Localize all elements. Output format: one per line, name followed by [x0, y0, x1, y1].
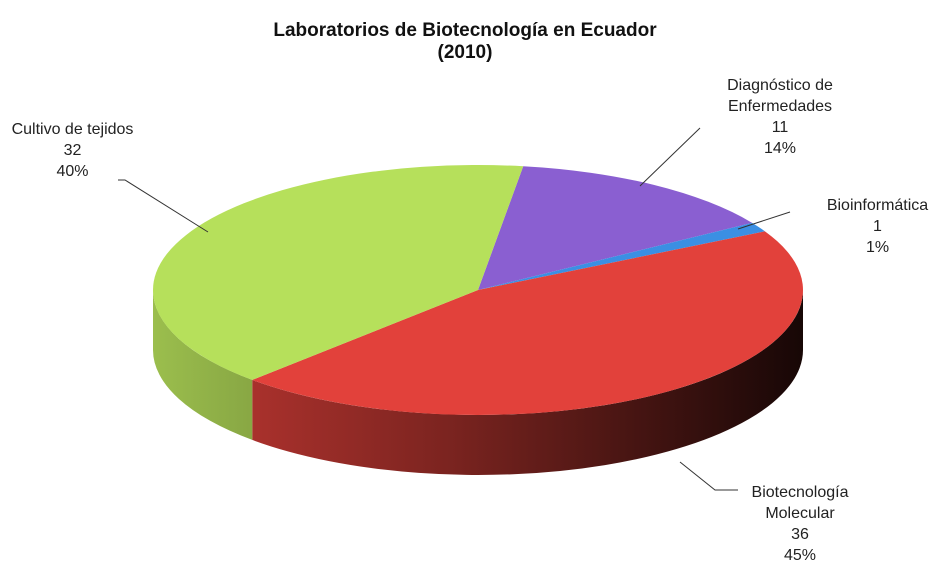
label-percent: 1%	[865, 239, 890, 256]
label-percent: 14%	[763, 140, 797, 157]
data-label: Diagnóstico de Enfermedades 11 14%	[705, 75, 855, 159]
data-label: Cultivo de tejidos 32 40%	[0, 119, 145, 182]
label-value: 11	[771, 119, 789, 136]
leader-line	[118, 179, 209, 233]
label-percent: 40%	[56, 163, 89, 180]
label-name: Cultivo de tejidos	[11, 121, 134, 138]
label-name: Bioinformática	[826, 197, 929, 214]
leader-line	[679, 461, 738, 491]
label-name: Diagnóstico de Enfermedades	[727, 77, 833, 115]
label-value: 32	[63, 142, 82, 159]
slice	[478, 222, 765, 290]
label-name: Biotecnología Molecular	[751, 484, 849, 522]
leader-line	[639, 127, 701, 187]
slice	[252, 231, 804, 416]
slice	[478, 166, 753, 290]
leader-line	[737, 211, 791, 230]
data-label: Bioinformática 1 1%	[800, 195, 950, 258]
label-value: 36	[791, 526, 809, 543]
label-value: 1	[873, 218, 882, 235]
slice	[152, 165, 524, 380]
slice-side	[252, 290, 803, 475]
data-label: Biotecnología Molecular 36 45%	[730, 482, 870, 566]
label-percent: 45%	[783, 547, 817, 564]
slice-side	[153, 290, 253, 440]
chart-title: Laboratorios de Biotecnología en Ecuador…	[273, 20, 657, 63]
